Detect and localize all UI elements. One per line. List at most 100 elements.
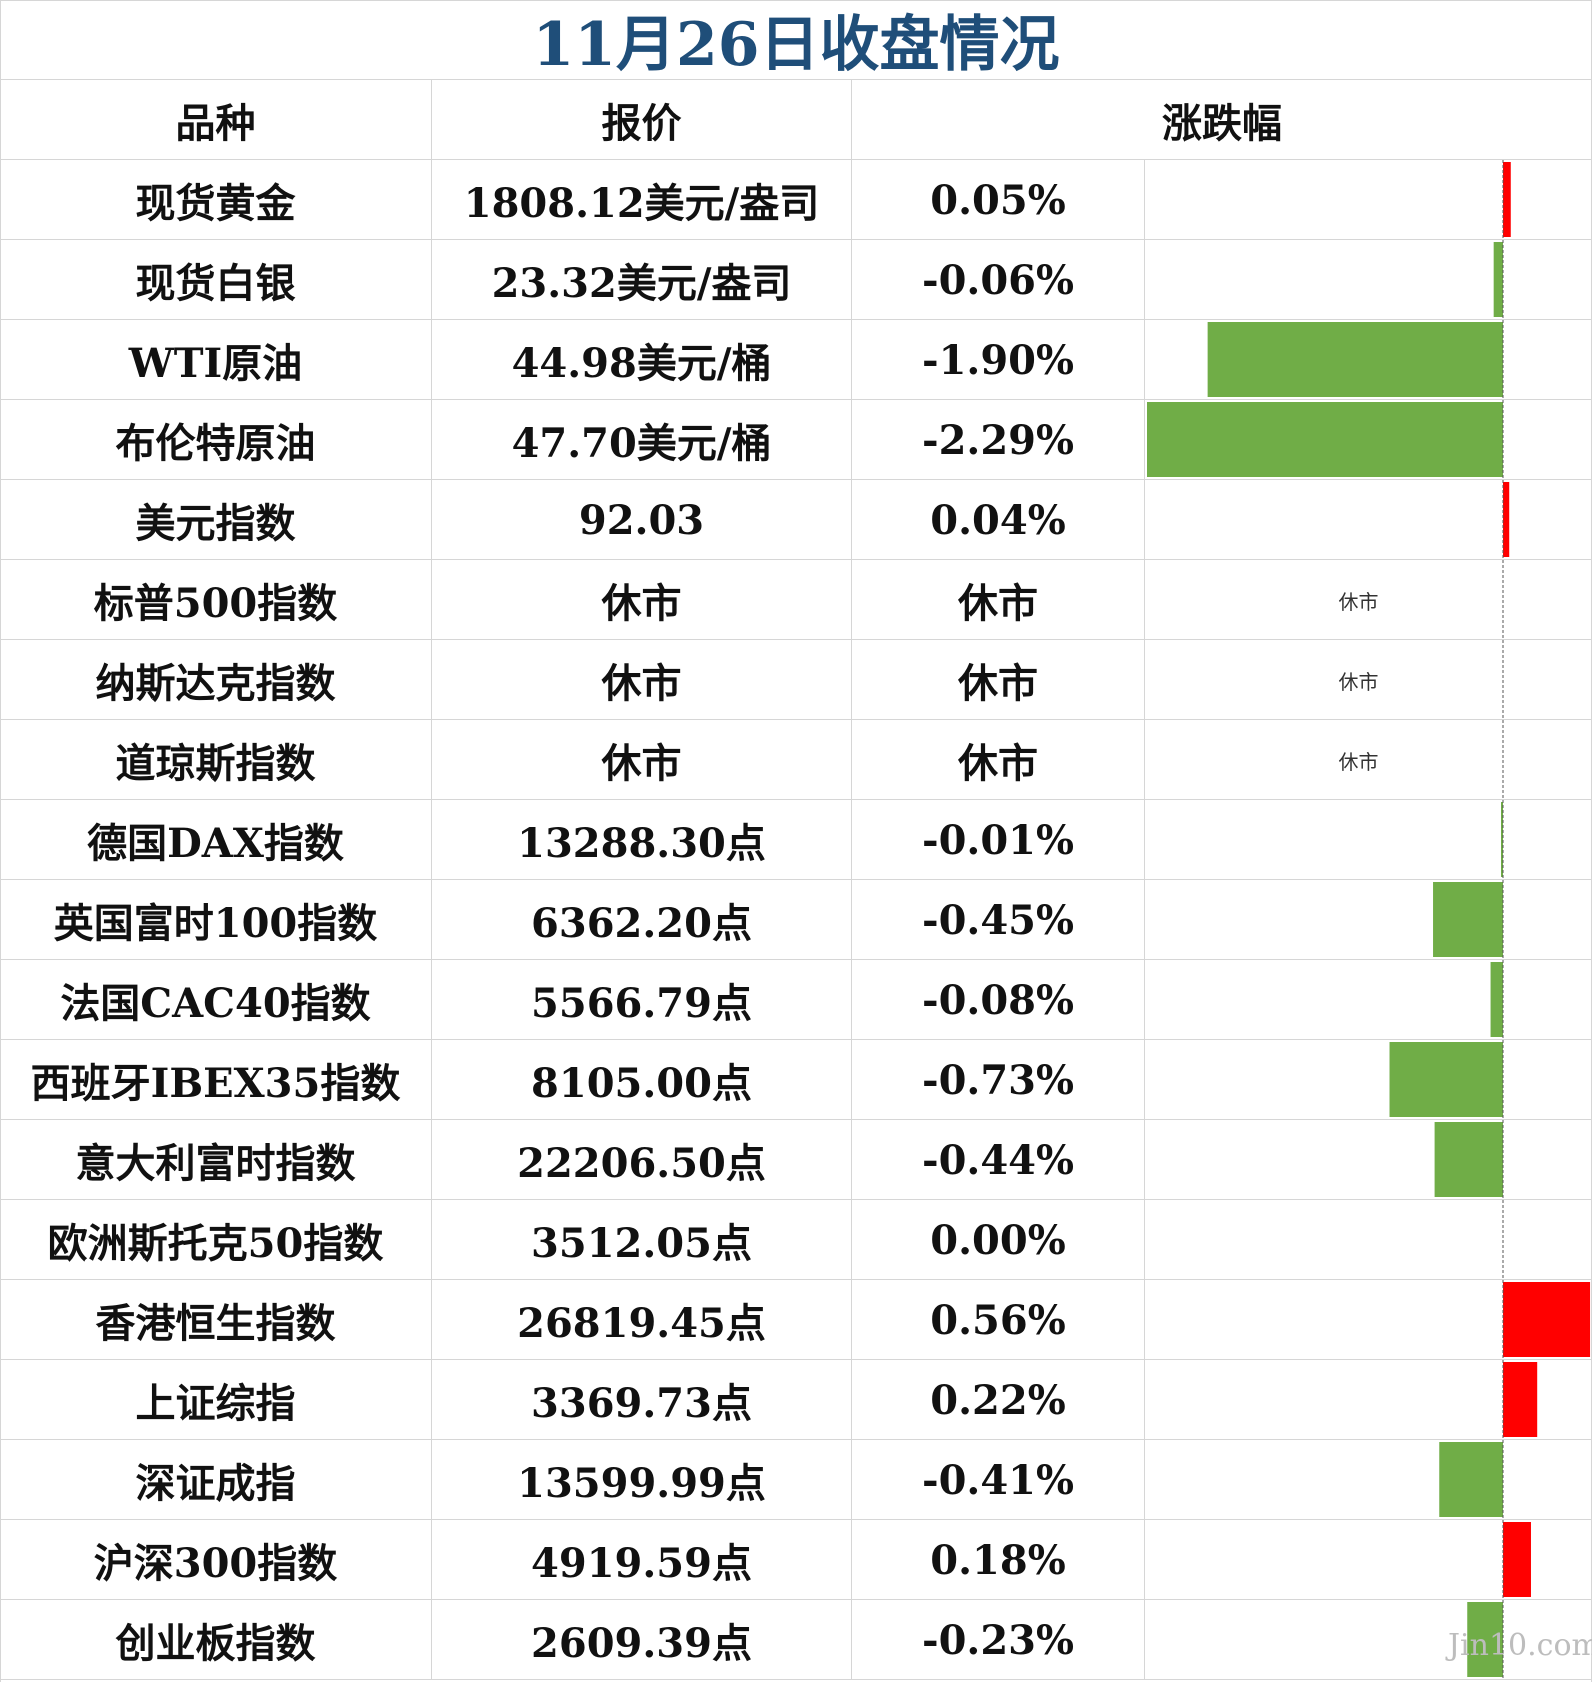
change-bar bbox=[1503, 1362, 1538, 1437]
row-change: 0.56% bbox=[852, 1280, 1145, 1360]
row-name: 布伦特原油 bbox=[0, 400, 432, 480]
table-row: 香港恒生指数 26819.45点 0.56% bbox=[0, 1280, 1592, 1360]
row-change: -0.41% bbox=[852, 1440, 1145, 1520]
row-name: 法国CAC40指数 bbox=[0, 960, 432, 1040]
table-row: 创业板指数 2609.39点 -0.23% bbox=[0, 1600, 1592, 1680]
row-name: 英国富时100指数 bbox=[0, 880, 432, 960]
table-row: 上证综指 3369.73点 0.22% bbox=[0, 1360, 1592, 1440]
table-row: 欧洲斯托克50指数 3512.05点 0.00% bbox=[0, 1200, 1592, 1280]
row-change: 0.05% bbox=[852, 160, 1145, 240]
table-row: 美元指数 92.03 0.04% bbox=[0, 480, 1592, 560]
table-row: 布伦特原油 47.70美元/桶 -2.29% bbox=[0, 400, 1592, 480]
row-price: 26819.45点 bbox=[432, 1280, 852, 1360]
table-row: WTI原油 44.98美元/桶 -1.90% bbox=[0, 320, 1592, 400]
row-price: 13288.30点 bbox=[432, 800, 852, 880]
change-bar bbox=[1490, 962, 1503, 1037]
row-price: 2609.39点 bbox=[432, 1600, 852, 1680]
row-name: 纳斯达克指数 bbox=[0, 640, 432, 720]
change-bar bbox=[1503, 482, 1510, 557]
row-price: 6362.20点 bbox=[432, 880, 852, 960]
row-price: 8105.00点 bbox=[432, 1040, 852, 1120]
change-bar bbox=[1503, 162, 1511, 237]
header-name: 品种 bbox=[0, 80, 432, 160]
row-bar-cell: 休市 bbox=[1338, 589, 1379, 614]
row-name: 深证成指 bbox=[0, 1440, 432, 1520]
table-row: 现货黄金 1808.12美元/盎司 0.05% bbox=[0, 160, 1592, 240]
row-change: -0.01% bbox=[852, 800, 1145, 880]
quote-table: 品种 报价 涨跌幅 现货黄金 1808.12美元/盎司 0.05% 现货白银 23.32… bbox=[0, 80, 1592, 1682]
row-price: 23.32美元/盎司 bbox=[432, 240, 852, 320]
table-row: 德国DAX指数 13288.30点 -0.01% bbox=[0, 800, 1592, 880]
page-title: 11月26日收盘情况 bbox=[0, 0, 1592, 80]
row-price: 休市 bbox=[432, 640, 852, 720]
table-row: 西班牙IBEX35指数 8105.00点 -0.73% bbox=[0, 1040, 1592, 1120]
row-price: 1808.12美元/盎司 bbox=[432, 160, 852, 240]
row-price: 92.03 bbox=[432, 480, 852, 560]
row-name: WTI原油 bbox=[0, 320, 432, 400]
row-name: 意大利富时指数 bbox=[0, 1120, 432, 1200]
table-row: 意大利富时指数 22206.50点 -0.44% bbox=[0, 1120, 1592, 1200]
change-bar bbox=[1467, 1602, 1503, 1677]
row-name: 现货黄金 bbox=[0, 160, 432, 240]
row-price: 5566.79点 bbox=[432, 960, 852, 1040]
row-change: -0.44% bbox=[852, 1120, 1145, 1200]
row-change: 0.22% bbox=[852, 1360, 1145, 1440]
table-row: 沪深300指数 4919.59点 0.18% bbox=[0, 1520, 1592, 1600]
row-price: 47.70美元/桶 bbox=[432, 400, 852, 480]
row-price: 13599.99点 bbox=[432, 1440, 852, 1520]
change-bar bbox=[1493, 242, 1503, 317]
change-bar bbox=[1207, 322, 1503, 397]
watermark: Jin10.com bbox=[1448, 1628, 1592, 1663]
row-name: 德国DAX指数 bbox=[0, 800, 432, 880]
row-change: 休市 bbox=[852, 720, 1145, 800]
change-bar bbox=[1503, 1282, 1591, 1357]
table-row: 现货白银 23.32美元/盎司 -0.06% bbox=[0, 240, 1592, 320]
border-top bbox=[0, 0, 1592, 1]
row-name: 道琼斯指数 bbox=[0, 720, 432, 800]
table-header-row: 品种 报价 涨跌幅 bbox=[0, 80, 1592, 160]
table-row: 法国CAC40指数 5566.79点 -0.08% bbox=[0, 960, 1592, 1040]
row-change: 0.00% bbox=[852, 1200, 1145, 1280]
row-bar-cell: 休市 bbox=[1338, 749, 1379, 774]
row-price: 22206.50点 bbox=[432, 1120, 852, 1200]
row-price: 3369.73点 bbox=[432, 1360, 852, 1440]
change-bar bbox=[1433, 882, 1503, 957]
row-change: -2.29% bbox=[852, 400, 1145, 480]
change-bar bbox=[1147, 402, 1503, 477]
row-change: 休市 bbox=[852, 560, 1145, 640]
table-row: 标普500指数 休市 休市 休市 bbox=[0, 560, 1592, 640]
change-bar bbox=[1389, 1042, 1503, 1117]
row-change: -0.08% bbox=[852, 960, 1145, 1040]
header-price: 报价 bbox=[432, 80, 852, 160]
row-name: 美元指数 bbox=[0, 480, 432, 560]
row-name: 上证综指 bbox=[0, 1360, 432, 1440]
row-name: 创业板指数 bbox=[0, 1600, 432, 1680]
row-change: 0.18% bbox=[852, 1520, 1145, 1600]
row-price: 休市 bbox=[432, 720, 852, 800]
table-row: 深证成指 13599.99点 -0.41% bbox=[0, 1440, 1592, 1520]
change-bar bbox=[1501, 802, 1503, 877]
change-bar bbox=[1503, 1522, 1531, 1597]
row-change: 0.04% bbox=[852, 480, 1145, 560]
row-name: 香港恒生指数 bbox=[0, 1280, 432, 1360]
change-bar bbox=[1439, 1442, 1503, 1517]
row-change: -0.45% bbox=[852, 880, 1145, 960]
row-price: 4919.59点 bbox=[432, 1520, 852, 1600]
change-bar bbox=[1434, 1122, 1503, 1197]
row-price: 休市 bbox=[432, 560, 852, 640]
row-name: 沪深300指数 bbox=[0, 1520, 432, 1600]
row-change: -0.23% bbox=[852, 1600, 1145, 1680]
row-change: -1.90% bbox=[852, 320, 1145, 400]
change-bar-chart bbox=[1147, 160, 1591, 1680]
row-name: 西班牙IBEX35指数 bbox=[0, 1040, 432, 1120]
row-name: 欧洲斯托克50指数 bbox=[0, 1200, 432, 1280]
table-row: 纳斯达克指数 休市 休市 休市 bbox=[0, 640, 1592, 720]
row-bar-cell: 休市 bbox=[1338, 669, 1379, 694]
row-name: 现货白银 bbox=[0, 240, 432, 320]
row-price: 44.98美元/桶 bbox=[432, 320, 852, 400]
row-change: -0.73% bbox=[852, 1040, 1145, 1120]
table-row: 英国富时100指数 6362.20点 -0.45% bbox=[0, 880, 1592, 960]
row-change: -0.06% bbox=[852, 240, 1145, 320]
row-name: 标普500指数 bbox=[0, 560, 432, 640]
